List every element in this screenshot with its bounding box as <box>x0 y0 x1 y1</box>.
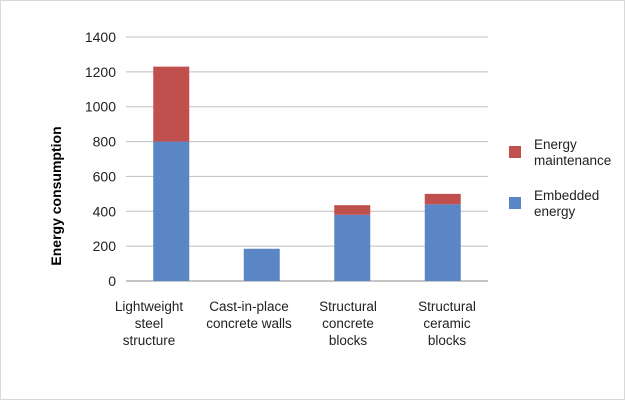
bar-segment <box>153 66 190 142</box>
y-tick-label: 400 <box>93 203 117 219</box>
y-tick-label: 200 <box>93 238 117 254</box>
y-tick-labels: 0 200 400 600 800 1000 1200 1400 <box>85 29 116 289</box>
bar-segment <box>424 204 461 281</box>
category-label: Structural ceramic blocks <box>418 299 476 348</box>
category-label: Structural concrete blocks <box>319 299 377 348</box>
y-tick-label: 0 <box>108 273 116 289</box>
legend-label: Energy maintenance <box>534 137 611 168</box>
category-label: Cast-in-place concrete walls <box>206 299 292 331</box>
legend: Energy maintenance Embedded energy <box>509 137 611 219</box>
bar-segment <box>424 193 461 205</box>
bar-segment <box>334 214 371 281</box>
y-tick-label: 1200 <box>85 64 116 80</box>
y-axis-title: Energy consumption <box>48 126 64 265</box>
bars <box>153 66 461 281</box>
legend-label: Embedded energy <box>534 188 599 219</box>
bar-segment <box>334 205 371 215</box>
y-tick-label: 1400 <box>85 29 116 45</box>
bar-segment <box>243 248 280 281</box>
y-tick-label: 800 <box>93 134 117 150</box>
y-tick-label: 600 <box>93 168 117 184</box>
category-labels: Lightweight steel structure Cast-in-place co… <box>115 299 476 348</box>
y-tick-label: 1000 <box>85 99 116 115</box>
legend-swatch <box>509 146 521 158</box>
legend-swatch <box>509 197 521 209</box>
bar-segment <box>153 141 190 281</box>
category-label: Lightweight steel structure <box>115 299 184 348</box>
